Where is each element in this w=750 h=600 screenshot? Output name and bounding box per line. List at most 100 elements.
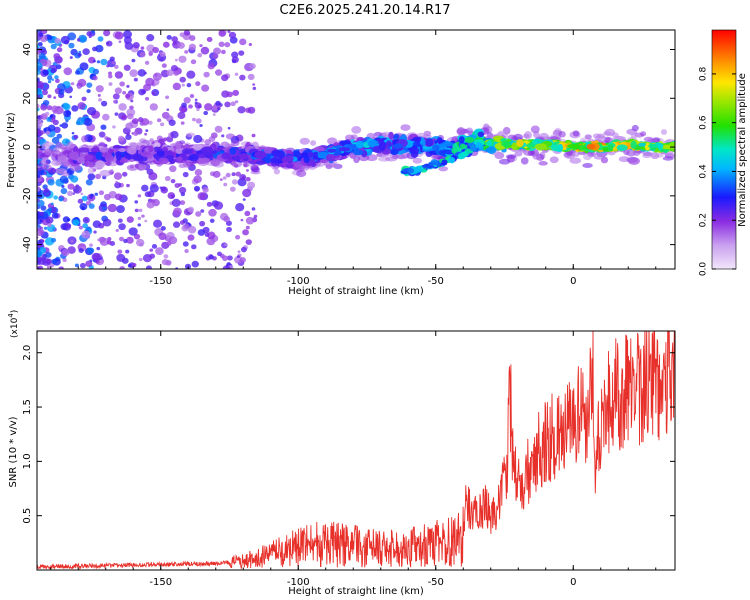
- spectrogram-blob: [79, 202, 88, 211]
- spectrogram-blob: [116, 205, 125, 214]
- spectrogram-blob: [99, 237, 109, 246]
- spectrogram-blob: [638, 142, 646, 147]
- spectrogram-blob: [208, 136, 216, 142]
- spectrogram-blob: [95, 151, 103, 160]
- snr-x-axis: -150 -100 -50 0: [50, 331, 657, 588]
- spectrogram-blob: [255, 160, 267, 165]
- spectrogram-blob: [123, 64, 131, 71]
- spectrogram-blob: [170, 130, 179, 139]
- spectrogram-blob: [114, 31, 124, 40]
- spectrogram-blob: [81, 96, 87, 102]
- spectrogram-blob: [114, 64, 119, 69]
- spectrogram-blob: [593, 155, 606, 160]
- y-tick-label: 2.0: [22, 345, 33, 361]
- spectrogram-blob: [53, 195, 59, 200]
- spectrogram-blob: [117, 135, 125, 142]
- spectrogram-blob: [46, 117, 52, 122]
- spectrogram-blob: [660, 145, 672, 150]
- spectrogram-blob: [140, 46, 145, 50]
- spectrogram-blob: [225, 172, 231, 178]
- spectrogram-x-label: Height of straight line (km): [288, 286, 424, 297]
- spectrogram-blob: [307, 151, 314, 159]
- spectrogram-blob: [419, 139, 427, 146]
- spectrogram-blob: [623, 149, 630, 156]
- spectrogram-blob: [235, 234, 241, 240]
- spectrogram-blob: [37, 80, 45, 90]
- spectrogram-blob: [173, 207, 182, 216]
- spectrogram-blob: [239, 257, 246, 263]
- spectrogram-blob: [78, 248, 84, 254]
- spectrogram-y-axis: 40 20 0 -20 -40: [22, 43, 675, 253]
- spectrogram-blob: [42, 69, 49, 76]
- spectrogram-blob: [70, 82, 75, 86]
- spectrogram-blob: [245, 225, 250, 230]
- spectrogram-blob: [149, 248, 154, 252]
- spectrogram-blob: [54, 75, 59, 80]
- spectrogram-blob: [90, 193, 94, 197]
- spectrogram-blob: [132, 153, 145, 161]
- spectrogram-blob: [44, 111, 50, 116]
- spectrogram-blob: [111, 60, 116, 65]
- spectrogram-blob: [93, 230, 97, 234]
- spectrogram-blob: [41, 89, 48, 96]
- spectrogram-blob: [75, 70, 81, 75]
- spectrogram-blob: [513, 133, 523, 141]
- spectrogram-blob: [432, 144, 440, 152]
- spectrogram-blob: [63, 67, 73, 76]
- spectrogram-blob: [47, 94, 52, 99]
- spectrogram-blob: [133, 233, 141, 240]
- spectrogram-blob: [60, 223, 69, 231]
- spectrogram-blob: [44, 172, 47, 175]
- spectrogram-blob: [125, 122, 134, 130]
- spectrogram-blob: [286, 149, 293, 154]
- spectrogram-blob: [47, 179, 55, 186]
- spectrogram-blob: [97, 93, 101, 97]
- spectrogram-blob: [85, 179, 93, 186]
- spectrogram-blob: [77, 102, 86, 110]
- spectrogram-blob: [55, 64, 62, 70]
- spectrogram-blob: [550, 144, 563, 152]
- spectrogram-blob: [132, 263, 137, 268]
- spectrogram-blob: [199, 124, 203, 128]
- spectrogram-blob: [145, 129, 149, 132]
- spectrogram-blob: [210, 158, 221, 167]
- spectrogram-blob: [69, 95, 73, 99]
- spectrogram-blob: [549, 156, 559, 164]
- spectrogram-blob: [170, 179, 176, 184]
- snr-multiplier: (x104): [7, 310, 20, 338]
- spectrogram-blob: [186, 70, 196, 79]
- spectrogram-blob: [191, 117, 197, 122]
- spectrogram-blob: [91, 252, 101, 262]
- spectrogram-blob: [221, 255, 229, 261]
- spectrogram-blob: [611, 132, 619, 138]
- spectrogram-blob: [185, 132, 196, 138]
- spectrogram-blob: [139, 51, 146, 58]
- spectrogram-blob: [214, 125, 223, 133]
- spectrogram-blob: [72, 185, 82, 194]
- colorbar-tick-label: 0.6: [699, 115, 709, 130]
- spectrogram-blob: [37, 198, 40, 203]
- x-tick-label: -50: [428, 276, 444, 287]
- spectrogram-blob: [115, 228, 119, 232]
- spectrogram-blob: [511, 142, 518, 151]
- spectrogram-blob: [95, 160, 106, 169]
- spectrogram-blob: [137, 162, 147, 171]
- spectrogram-blob: [183, 96, 191, 104]
- spectrogram-blob: [245, 177, 251, 182]
- x-tick-label: -100: [287, 577, 310, 588]
- spectrogram-blob: [77, 52, 82, 57]
- spectrogram-blob: [37, 129, 44, 136]
- spectrogram-blob: [234, 72, 239, 76]
- spectrogram-blob: [122, 91, 127, 95]
- spectrogram-blob: [181, 102, 187, 108]
- spectrogram-blob: [165, 95, 170, 100]
- spectrogram-blob: [208, 254, 214, 260]
- spectrogram-blob: [71, 105, 79, 112]
- spectrogram-blob: [222, 176, 227, 180]
- colorbar-gradient: [711, 29, 737, 270]
- spectrogram-blob: [572, 130, 580, 137]
- spectrogram-blob: [119, 266, 125, 269]
- spectrogram-blob: [178, 163, 186, 168]
- spectrogram-blob: [100, 124, 107, 130]
- spectrogram-blob: [37, 77, 40, 81]
